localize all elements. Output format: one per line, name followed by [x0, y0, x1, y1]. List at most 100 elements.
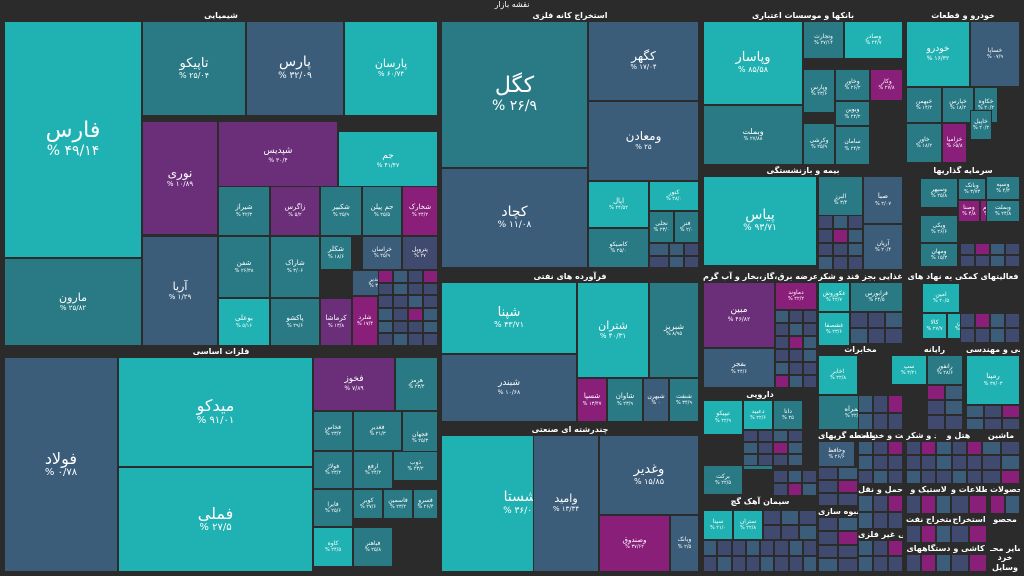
small-stock-tile[interactable]: [803, 362, 817, 375]
stock-tile[interactable]: پارسان% ۶۰/۷۴: [344, 21, 438, 116]
stock-tile[interactable]: کرماشا% ۱۳/۸: [320, 298, 352, 346]
small-stock-tile[interactable]: [408, 295, 423, 308]
small-stock-tile[interactable]: [799, 510, 817, 525]
stock-tile[interactable]: بوعلی% ۵/۱۶: [218, 298, 270, 346]
small-stock-tile[interactable]: [788, 442, 803, 454]
small-stock-tile[interactable]: [888, 412, 903, 430]
stock-tile[interactable]: پتروپل% ۲۷: [402, 236, 438, 270]
small-stock-tile[interactable]: [984, 405, 1002, 418]
stock-tile[interactable]: شاراک% ۳/۰۶: [270, 236, 320, 298]
small-stock-tile[interactable]: [906, 441, 922, 456]
small-stock-tile[interactable]: [649, 243, 669, 256]
small-stock-tile[interactable]: [743, 442, 758, 454]
stock-tile[interactable]: فسرو% ۲۶/۴: [413, 489, 438, 519]
small-stock-tile[interactable]: [921, 455, 937, 470]
small-stock-tile[interactable]: [758, 454, 773, 466]
stock-tile[interactable]: وبوین% ۲۴/۲: [835, 101, 870, 126]
small-stock-tile[interactable]: [858, 495, 873, 512]
small-stock-tile[interactable]: [408, 320, 423, 334]
stock-tile[interactable]: هرمز% ۲۳/۴: [395, 357, 438, 411]
small-stock-tile[interactable]: [921, 525, 936, 543]
stock-tile[interactable]: خساپا% ۰۷/۹: [970, 21, 1020, 87]
small-stock-tile[interactable]: [838, 517, 858, 531]
stock-tile[interactable]: ویکی% ۲۶/۶: [920, 215, 958, 243]
stock-tile[interactable]: وتجارت% ۲۷/۱۴: [803, 21, 844, 59]
stock-tile[interactable]: فولاد% ۰/۷۸: [4, 357, 118, 572]
small-stock-tile[interactable]: [960, 313, 975, 328]
small-stock-tile[interactable]: [802, 556, 817, 572]
small-stock-tile[interactable]: [423, 320, 438, 334]
stock-tile[interactable]: فایرا% ۲۵/۶: [313, 489, 353, 527]
small-stock-tile[interactable]: [960, 328, 975, 343]
small-stock-tile[interactable]: [775, 375, 789, 388]
small-stock-tile[interactable]: [945, 385, 963, 400]
small-stock-tile[interactable]: [858, 455, 873, 470]
stock-tile[interactable]: خپارس% ۱۸/۲: [942, 87, 974, 123]
small-stock-tile[interactable]: [850, 328, 868, 344]
small-stock-tile[interactable]: [1002, 405, 1020, 418]
small-stock-tile[interactable]: [423, 270, 438, 283]
small-stock-tile[interactable]: [773, 454, 788, 466]
stock-tile[interactable]: اخابر% ۲۲/۸: [818, 355, 858, 395]
small-stock-tile[interactable]: [888, 455, 903, 470]
stock-tile[interactable]: پیاس% ۹۳/۷۱: [703, 176, 817, 266]
small-stock-tile[interactable]: [885, 312, 903, 328]
small-stock-tile[interactable]: [921, 554, 936, 572]
small-stock-tile[interactable]: [960, 243, 975, 255]
stock-tile[interactable]: صبا% ۲/۰۷: [863, 176, 903, 224]
small-stock-tile[interactable]: [945, 415, 963, 430]
stock-tile[interactable]: وبانک% ۳/۷۳: [958, 178, 986, 200]
small-stock-tile[interactable]: [818, 558, 838, 572]
stock-tile[interactable]: فنر% ۲/۰: [674, 211, 699, 243]
small-stock-tile[interactable]: [378, 295, 393, 308]
small-stock-tile[interactable]: [990, 255, 1005, 267]
stock-tile[interactable]: خزامیا% ۶۵/۸: [942, 123, 967, 163]
small-stock-tile[interactable]: [393, 308, 408, 321]
small-stock-tile[interactable]: [773, 470, 788, 483]
stock-tile[interactable]: رانفور% ۲۸/۶: [927, 355, 963, 385]
small-stock-tile[interactable]: [951, 441, 967, 456]
small-stock-tile[interactable]: [969, 495, 987, 514]
small-stock-tile[interactable]: [1001, 455, 1020, 470]
small-stock-tile[interactable]: [423, 333, 438, 346]
small-stock-tile[interactable]: [703, 540, 718, 556]
small-stock-tile[interactable]: [990, 313, 1005, 328]
stock-tile[interactable]: شتران% ۴۰/۳۱: [577, 282, 649, 378]
small-stock-tile[interactable]: [775, 336, 789, 349]
small-stock-tile[interactable]: [927, 415, 945, 430]
small-stock-tile[interactable]: [873, 512, 888, 529]
small-stock-tile[interactable]: [378, 320, 393, 334]
small-stock-tile[interactable]: [775, 362, 789, 375]
stock-tile[interactable]: میدکو% ۹۱/۰۱: [118, 357, 313, 467]
small-stock-tile[interactable]: [969, 554, 987, 572]
small-stock-tile[interactable]: [982, 455, 1001, 470]
small-stock-tile[interactable]: [936, 469, 952, 484]
small-stock-tile[interactable]: [717, 540, 732, 556]
stock-tile[interactable]: شیراز% ۴۲/۳: [218, 186, 270, 236]
stock-tile[interactable]: شکلر% ۱۸/۶: [320, 236, 352, 270]
small-stock-tile[interactable]: [775, 349, 789, 362]
small-stock-tile[interactable]: [838, 480, 858, 493]
small-stock-tile[interactable]: [858, 469, 873, 484]
stock-tile[interactable]: شفن% ۲۶/۳۸: [218, 236, 270, 298]
stock-tile[interactable]: وکار% ۲۷/۸: [870, 69, 903, 101]
stock-tile[interactable]: پاکشو% ۲۹/۶: [270, 298, 320, 346]
small-stock-tile[interactable]: [1005, 255, 1020, 267]
small-stock-tile[interactable]: [775, 323, 789, 336]
small-stock-tile[interactable]: [921, 495, 936, 514]
small-stock-tile[interactable]: [906, 554, 921, 572]
small-stock-tile[interactable]: [975, 243, 990, 255]
stock-tile[interactable]: جم پیلن% ۲۵/۵: [362, 186, 402, 236]
small-stock-tile[interactable]: [873, 556, 888, 572]
small-stock-tile[interactable]: [1002, 417, 1020, 430]
small-stock-tile[interactable]: [423, 282, 438, 296]
stock-tile[interactable]: برکت% ۲۲/۵: [703, 465, 743, 495]
small-stock-tile[interactable]: [408, 270, 423, 283]
small-stock-tile[interactable]: [838, 530, 858, 545]
small-stock-tile[interactable]: [423, 295, 438, 308]
stock-tile[interactable]: امین% ۲۰/۵: [922, 283, 960, 313]
stock-tile[interactable]: خاور% ۱۸/۲: [906, 123, 942, 163]
small-stock-tile[interactable]: [743, 454, 758, 466]
small-stock-tile[interactable]: [966, 469, 982, 484]
small-stock-tile[interactable]: [378, 333, 393, 346]
